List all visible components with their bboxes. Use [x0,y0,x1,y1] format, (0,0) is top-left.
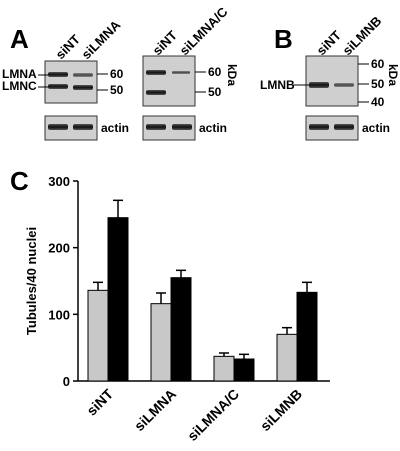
blot2-main-membrane [142,55,196,107]
x-category-label: siLMNA [131,386,179,434]
blot2-band-lmna-lane2 [172,71,190,74]
blotb-kda-unit: kDa [386,64,400,86]
blotb-actin-band-lane2 [334,124,354,130]
blot2-band-lmnc-lane1 [146,90,166,95]
x-category-label: siLMNB [257,386,305,434]
blot1-lane-label-sint: siNT [53,32,84,63]
bar [107,217,129,382]
blotb-mw-40: 40 [371,95,385,109]
blot1-actin-label: actin [101,121,129,135]
blot1-band-lmna-lane1 [48,72,68,77]
x-category-label: siLMNA/C [184,386,242,444]
blot1-mw-60: 60 [110,67,124,81]
blotb-lane-label-sint: siNT [314,28,345,59]
blot2-kda-unit: kDa [225,64,239,86]
bar [213,355,235,382]
bar [87,289,109,382]
x-category-label: siNT [83,385,116,418]
bar [233,358,255,382]
blot2-actin-band-lane1 [146,124,166,130]
blot1-band-lmnc-lane1 [48,84,68,89]
blot1-band-lmna-lane2 [73,73,93,77]
blotb-main-membrane [305,55,359,107]
y-tick-label: 100 [48,307,70,322]
y-axis-label: Tubules/40 nuclei [24,227,39,335]
blotb-band-lmnb-lane1 [309,82,329,88]
blotb-lane-label-silmnb: siLMNB [340,13,385,58]
panel-a-letter: A [10,24,29,54]
bar [276,333,298,382]
blot1-band-lmnc-lane2 [73,85,93,90]
bar [296,291,318,382]
blot1-actin-band-lane1 [48,124,68,130]
blot2-mw-60: 60 [208,65,222,79]
blot2-actin-label: actin [199,121,227,135]
blot2-mw-50: 50 [208,85,222,99]
panel-c-letter: C [10,166,29,196]
bar [170,277,192,382]
bar-chart: 0 100 200 300 siNT siLMNA siLMNA/C siLMNB [48,174,330,444]
y-tick-label: 200 [48,241,70,256]
y-tick-label: 0 [63,374,70,389]
blot1-actin-band-lane2 [73,124,93,130]
y-tick-label: 300 [48,174,70,189]
bar [150,303,172,382]
blotb-mw-50: 50 [371,77,385,91]
blotb-actin-band-lane1 [309,124,329,130]
blot1-main-membrane [44,60,98,104]
blotb-mw-60: 60 [371,57,385,71]
blot2-band-lmna-lane1 [146,70,166,75]
blot1-band-label-lmnc: LMNC [2,79,37,93]
blot1-band-label-lmna: LMNA [2,67,37,81]
blot2-actin-band-lane2 [172,124,192,130]
blotb-band-lmnb-lane2 [334,83,354,87]
blot2-lane-label-silmnac: siLMNA/C [177,4,231,58]
panel-b-letter: B [274,24,293,54]
blot1-lane-label-silmna: siLMNA [79,17,124,62]
blot1-mw-50: 50 [110,83,124,97]
blotb-actin-label: actin [362,121,390,135]
blotb-band-label-lmnb: LMNB [260,78,295,92]
blot2-lane-label-sint: siNT [150,28,181,59]
